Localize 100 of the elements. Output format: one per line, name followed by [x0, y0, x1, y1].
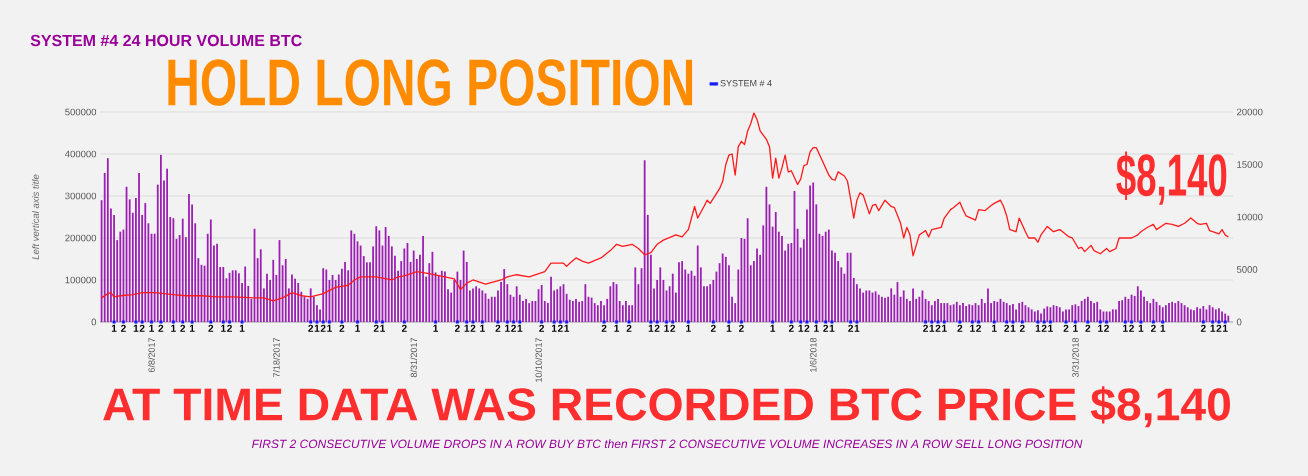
text: HOLD LONG POSITION	[168, 59, 693, 106]
data-label: 2	[320, 324, 326, 332]
data-label: 1	[929, 324, 935, 332]
y-tick-label: 0	[91, 318, 97, 326]
data-label: 2	[788, 324, 794, 332]
data-label: 2	[923, 324, 928, 332]
data-label: 1	[327, 324, 332, 332]
data-label: 2	[710, 324, 716, 332]
data-label: 1	[239, 324, 245, 332]
data-label: 1	[433, 324, 439, 332]
data-label: 2	[1019, 324, 1025, 332]
data-label: 2	[670, 324, 676, 332]
x-tick-label: 6/8/2017	[148, 337, 155, 373]
data-label: 1	[770, 324, 776, 332]
data-label: 1	[189, 324, 195, 332]
data-label: 1	[726, 324, 732, 332]
data-label: 1	[814, 324, 819, 332]
x-tick-label: 1/6/2018	[809, 337, 817, 372]
data-label: 1	[551, 324, 557, 332]
data-label: 1	[1035, 324, 1041, 332]
data-label: 2	[470, 324, 476, 332]
data-label: 2	[957, 324, 963, 332]
data-label: 1	[1210, 324, 1216, 332]
data-label: 1	[1160, 324, 1166, 332]
legend-label: SYSTEM # 4	[720, 80, 772, 87]
data-label: 1	[992, 324, 997, 332]
x-tick-label: 3/31/2018	[1072, 337, 1079, 378]
data-label: 1	[1073, 324, 1078, 332]
data-label: 1	[854, 324, 860, 332]
data-label: 2	[308, 324, 314, 332]
data-label: 1	[614, 324, 620, 332]
data-label: 1	[149, 324, 155, 332]
data-label: 2	[227, 324, 232, 332]
data-label: 2	[557, 324, 563, 332]
x-tick-label: 7/18/2017	[273, 337, 280, 378]
data-label: 1	[798, 324, 804, 332]
data-label: 2	[1104, 324, 1109, 332]
data-label: 1	[171, 324, 176, 332]
y-tick-label: 400000	[65, 150, 97, 158]
text: AT TIME DATA WAS RECORDED BTC PRICE $8,140	[103, 386, 1230, 428]
data-label: 2	[454, 324, 460, 332]
y-tick-label: 200000	[65, 234, 97, 242]
x-tick-label: 10/10/2017	[535, 337, 542, 382]
y2-tick-label: 20000	[1236, 108, 1263, 116]
data-label: 1	[464, 324, 470, 332]
y-axis-title: Left vertical axis title	[31, 174, 39, 260]
data-label: 1	[1098, 324, 1103, 332]
data-label: 1	[1138, 324, 1144, 332]
data-label: 2	[1129, 324, 1134, 332]
data-label: 1	[648, 324, 654, 332]
chart-title: SYSTEM #4 24 HOUR VOLUME BTC	[30, 34, 302, 47]
data-label: 1	[1123, 324, 1128, 332]
data-label: 1	[564, 324, 570, 332]
data-label: 1	[942, 324, 947, 332]
text: FIRST 2 CONSECUTIVE VOLUME DROPS IN A ROW BUY BTC then FIRST 2 CONSECUTIVE VOLUME INCREASES IN A ROW SELL LONG POSITION	[251, 439, 1083, 449]
data-label: 2	[1004, 324, 1010, 332]
data-label: 2	[804, 324, 810, 332]
data-label: 2	[208, 324, 214, 332]
data-label: 2	[158, 324, 164, 332]
data-label: 1	[355, 324, 361, 332]
y2-tick-label: 15000	[1237, 161, 1263, 168]
data-label: 2	[1150, 324, 1156, 332]
data-label: 2	[1216, 324, 1222, 332]
data-label: 1	[686, 324, 691, 332]
data-label: 2	[848, 324, 854, 332]
data-label: 2	[180, 324, 186, 332]
data-label: 1	[314, 324, 320, 332]
data-label: 1	[664, 324, 670, 332]
data-label: 2	[339, 324, 345, 332]
data-label: 2	[976, 324, 981, 332]
data-label: 1	[111, 324, 117, 332]
y-tick-label: 500000	[65, 108, 97, 116]
y2-tick-label: 0	[1236, 318, 1242, 326]
data-label: 2	[539, 324, 545, 332]
data-label: 1	[517, 324, 523, 332]
data-label: 2	[654, 324, 660, 332]
data-label: 1	[133, 324, 139, 332]
data-label: 2	[511, 324, 516, 332]
data-label: 2	[738, 324, 744, 332]
data-label: 1	[1010, 324, 1016, 332]
data-label: 1	[970, 324, 975, 332]
y-tick-label: 100000	[65, 276, 97, 284]
data-label: 2	[120, 324, 126, 332]
data-label: 2	[1085, 324, 1091, 332]
data-label: 2	[1063, 324, 1069, 332]
data-label: 2	[1200, 324, 1206, 332]
y2-tick-label: 5000	[1236, 266, 1258, 273]
data-label: 2	[401, 324, 407, 332]
data-label: 2	[1041, 324, 1047, 332]
data-label: 1	[829, 324, 835, 332]
data-label: 1	[221, 324, 226, 332]
y2-tick-label: 10000	[1237, 213, 1263, 221]
data-label: 2	[139, 324, 145, 332]
y-tick-label: 300000	[65, 192, 97, 200]
data-label: 1	[380, 324, 385, 332]
annotation: $8,140	[1116, 151, 1227, 205]
data-label: 2	[626, 324, 632, 332]
x-tick-label: 8/31/2017	[410, 337, 417, 378]
data-label: 2	[495, 324, 501, 332]
data-label: 2	[601, 324, 607, 332]
